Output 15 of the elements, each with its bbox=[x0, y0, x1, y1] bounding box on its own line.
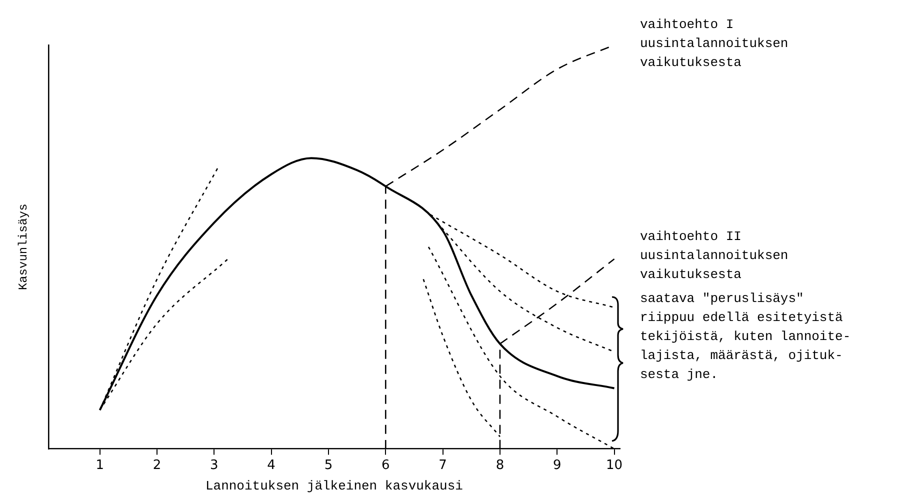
x-axis-title: Lannoituksen jälkeinen kasvukausi bbox=[205, 478, 464, 494]
text: saatava "peruslisäys" riippuu edellä esitetyistä tekijöistä, kuten lannoite- lajista, määrästä, ojituk- sesta jne. bbox=[640, 290, 851, 384]
x-tick-label: 10 bbox=[606, 458, 623, 473]
x-tick-label: 1 bbox=[96, 458, 104, 473]
x-tick-label: 7 bbox=[438, 458, 447, 473]
x-tick-label: 6 bbox=[382, 458, 390, 473]
x-tick-label: 4 bbox=[267, 458, 276, 473]
text: vaihtoehto II uusintalannoituksen vaikutuksesta bbox=[640, 228, 788, 284]
x-tick-label: 2 bbox=[152, 458, 162, 473]
y-axis-title: Kasvunlisäys bbox=[16, 204, 30, 290]
x-tick-label: 5 bbox=[324, 458, 333, 473]
x-tick-label: 8 bbox=[496, 458, 504, 473]
x-tick-label: 3 bbox=[210, 458, 218, 473]
x-tick-label: 9 bbox=[552, 458, 562, 473]
text: vaihtoehto I uusintalannoituksen vaikutuksesta bbox=[640, 16, 788, 72]
